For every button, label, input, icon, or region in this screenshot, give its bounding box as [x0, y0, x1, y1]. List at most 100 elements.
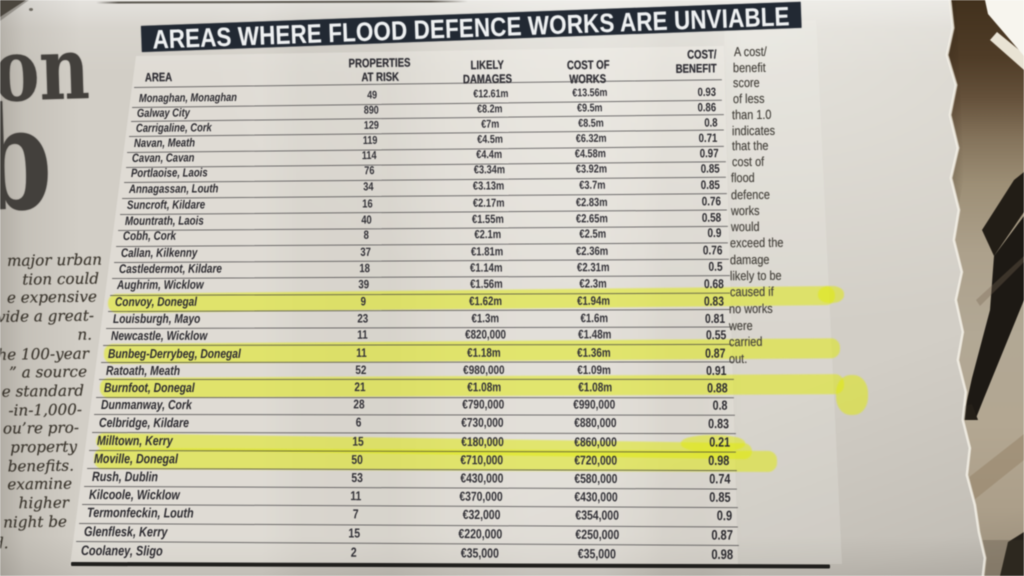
damages-cell-text: €790,000 [462, 397, 505, 412]
article-line: higher [18, 493, 70, 513]
works-cell-text: €1.08m [577, 380, 612, 395]
ratio-cell-text: 0.91 [706, 362, 727, 378]
corner-shadow [0, 0, 29, 21]
ratio-cell-text: 0.21 [708, 434, 730, 450]
ratio-cell-text: 0.9 [716, 508, 732, 524]
properties-cell-text: 11 [356, 328, 368, 343]
works-cell-text: €35,000 [577, 545, 617, 562]
thin-stripe [976, 256, 1024, 306]
side-note-line: defence [731, 186, 771, 202]
side-note-line: damage [730, 251, 770, 267]
area-cell: Milltown, Kerry [97, 431, 192, 450]
damages-cell-text: €710,000 [460, 451, 504, 468]
ratio-cell: 0.87 [662, 525, 733, 544]
works-cell: €35,000 [542, 544, 652, 564]
works-cell-text: €1.36m [577, 345, 611, 360]
article-line: ou’re pro- [3, 418, 80, 438]
ratio-cell: 0.87 [656, 343, 726, 362]
ratio-cell-text: 0.98 [711, 545, 734, 562]
area-cell-text: Celbridge, Kildare [98, 415, 189, 431]
properties-cell-text: 7 [352, 506, 359, 522]
damages-cell: €980,000 [429, 361, 539, 380]
properties-cell: 53 [302, 468, 412, 487]
damages-cell-text: €370,000 [459, 488, 503, 504]
damages-cell-text: €1.08m [466, 380, 501, 395]
ratio-cell-text: 0.98 [708, 452, 730, 468]
ratio-cell-text: 0.88 [706, 380, 728, 396]
ratio-cell: 0.91 [657, 361, 727, 380]
damages-cell: €430,000 [427, 468, 537, 487]
side-note-line: were [729, 317, 753, 333]
area-cell-text: Moville, Donegal [94, 450, 179, 467]
article-line: night be [2, 512, 67, 532]
works-cell: €990,000 [540, 396, 650, 415]
table-row: Ratoath, Meath 52 €980,000 €1.09m 0.91 [102, 361, 737, 380]
article-line: vide a great- [0, 306, 95, 327]
highlighter-blob [818, 286, 844, 303]
side-note-line: would [730, 218, 760, 235]
damages-cell: €180,000 [427, 432, 537, 451]
ratio-cell: 0.21 [659, 432, 729, 451]
area-cell-text: Termonfeckin, Louth [86, 505, 194, 522]
area-cell: Rush, Dublin [92, 467, 175, 486]
works-cell: €250,000 [542, 525, 652, 545]
damages-cell: €1.62m [431, 292, 541, 311]
works-cell: €720,000 [541, 450, 651, 469]
works-cell-text: €1.48m [577, 327, 611, 342]
side-note-line: than 1.0 [732, 106, 773, 122]
works-cell: €430,000 [541, 487, 651, 506]
damages-cell-text: €820,000 [464, 327, 506, 343]
article-line: e expensive [6, 287, 98, 308]
damages-cell: €790,000 [428, 396, 538, 415]
properties-cell: 6 [304, 413, 414, 432]
side-note-line: cost of [731, 154, 764, 170]
damages-cell-text: €32,000 [461, 507, 500, 523]
works-cell-text: €354,000 [574, 507, 619, 524]
area-cell-text: Bunbeg-Derrybeg, Donegal [108, 345, 242, 361]
area-cell-text: Milltown, Kerry [96, 432, 173, 449]
properties-cell-text: 15 [352, 433, 364, 449]
ratio-cell: 0.85 [661, 488, 731, 507]
ratio-cell: 0.98 [663, 544, 733, 563]
area-cell-text: Kilcoole, Wicklow [89, 487, 180, 503]
properties-cell: 15 [300, 523, 410, 543]
properties-cell-text: 11 [356, 345, 367, 360]
ink-speck [29, 8, 33, 11]
properties-cell: 7 [300, 505, 410, 525]
damages-cell-text: €730,000 [461, 415, 504, 430]
damages-cell: €1.08m [429, 378, 539, 397]
ratio-cell-text: 0.85 [709, 489, 732, 505]
works-cell-text: €720,000 [574, 452, 618, 468]
side-note-line: of less [732, 90, 765, 107]
works-cell: €580,000 [541, 469, 651, 488]
side-note-line: that the [731, 138, 769, 154]
area-cell-text: Newcastle, Wicklow [110, 328, 207, 344]
damages-cell: €710,000 [427, 450, 537, 469]
properties-cell-text: 50 [351, 451, 364, 467]
side-note-line: A cost/ [733, 43, 767, 60]
damages-cell-text: €35,000 [460, 545, 500, 561]
properties-cell-text: 9 [360, 294, 367, 309]
ratio-cell: 0.8 [658, 396, 728, 415]
ratio-cell-text: 0.83 [707, 416, 729, 432]
side-note-line: score [732, 75, 760, 91]
area-cell: Coolaney, Sligo [81, 541, 183, 561]
ratio-cell-text: 0.87 [705, 345, 727, 361]
properties-cell: 2 [299, 542, 409, 562]
dark-stripe [968, 434, 1024, 500]
area-cell-text: Ratoath, Meath [106, 362, 181, 378]
damages-cell-text: €430,000 [460, 470, 504, 486]
area-cell: Celbridge, Kildare [99, 413, 211, 432]
area-cell-text: Rush, Dublin [91, 468, 158, 485]
ratio-cell: 0.74 [660, 469, 730, 488]
works-cell: €1.08m [540, 378, 650, 397]
article-line: examine [6, 474, 72, 494]
properties-cell-text: 11 [350, 488, 362, 504]
side-note-line: caused if [729, 284, 774, 300]
ratio-cell-text: 0.8 [713, 398, 728, 414]
paper-corner [985, 0, 1024, 70]
works-cell-text: €250,000 [574, 526, 619, 543]
highlighter-blob [836, 375, 868, 415]
works-cell: €860,000 [540, 432, 650, 451]
ratio-cell: 0.83 [654, 291, 724, 310]
